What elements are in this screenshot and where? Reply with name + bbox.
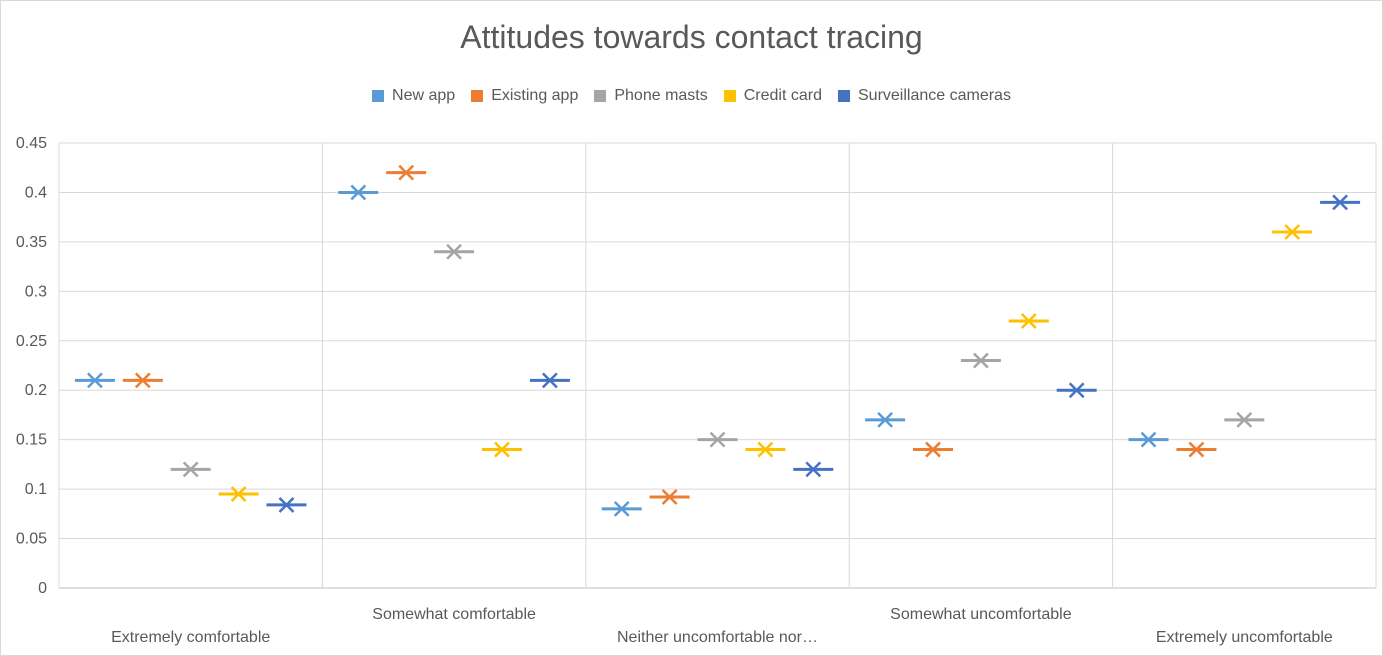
data-point — [266, 497, 307, 513]
data-point — [122, 372, 163, 389]
data-point — [601, 501, 642, 517]
data-point — [1176, 441, 1217, 458]
legend-swatch — [372, 90, 385, 102]
chart-title: Attitudes towards contact tracing — [460, 19, 923, 55]
point-x-stroke — [1140, 431, 1157, 448]
x-category-label: Neither uncomfortable nor… — [617, 629, 818, 646]
point-x-stroke — [446, 243, 462, 260]
legend-label: Phone masts — [614, 87, 708, 104]
data-point — [1272, 224, 1313, 240]
legend-label: New app — [392, 87, 456, 104]
point-x-stroke — [1236, 412, 1253, 428]
point-x-stroke — [925, 441, 941, 458]
point-x-stroke — [613, 501, 630, 517]
data-point — [338, 184, 379, 201]
y-tick-label: 0.2 — [25, 382, 47, 399]
point-x-stroke — [877, 412, 894, 428]
data-point — [1320, 194, 1361, 211]
legend: New app Existing app Phone masts Credit car… — [1, 87, 1382, 105]
data-point — [960, 352, 1001, 369]
legend-swatch — [594, 90, 607, 102]
data-point — [74, 372, 115, 389]
legend-item: Surveillance cameras — [838, 87, 1011, 105]
point-x-stroke — [1332, 194, 1348, 211]
point-x-stroke — [1188, 441, 1205, 458]
legend-swatch — [838, 90, 850, 102]
point-x-stroke — [1068, 382, 1085, 399]
point-x-stroke — [87, 372, 103, 389]
point-x-stroke — [230, 486, 247, 502]
point-x-stroke — [182, 461, 199, 478]
point-x-stroke — [1020, 313, 1037, 329]
legend-item: New app — [372, 87, 455, 105]
legend-item: Credit card — [723, 87, 822, 105]
data-point — [1008, 313, 1049, 329]
y-tick-label: 0.05 — [16, 531, 47, 548]
point-x-stroke — [661, 489, 678, 505]
data-point — [1056, 382, 1097, 399]
x-category-label: Somewhat uncomfortable — [890, 606, 1072, 623]
point-x-stroke — [398, 164, 415, 181]
y-tick-label: 0.1 — [25, 481, 47, 498]
point-x-stroke — [757, 441, 774, 458]
legend-label: Credit card — [743, 87, 822, 104]
y-tick-label: 0 — [38, 580, 47, 597]
point-x-stroke — [709, 431, 726, 448]
point-x-stroke — [973, 352, 989, 369]
point-x-stroke — [278, 497, 295, 513]
point-x-stroke — [1284, 224, 1301, 240]
y-tick-label: 0.3 — [25, 283, 47, 300]
data-point — [913, 441, 954, 458]
y-tick-label: 0.25 — [16, 333, 47, 350]
legend-label: Surveillance cameras — [858, 87, 1011, 104]
data-point — [386, 164, 427, 181]
data-point — [1128, 431, 1169, 448]
x-category-label: Somewhat comfortable — [372, 606, 536, 623]
y-tick-label: 0.45 — [16, 135, 47, 152]
data-point — [745, 441, 786, 458]
y-tick-label: 0.4 — [25, 184, 47, 201]
data-point — [529, 372, 570, 389]
x-category-label: Extremely uncomfortable — [1156, 629, 1333, 646]
point-x-stroke — [805, 461, 822, 478]
data-point — [865, 412, 906, 428]
legend-swatch — [723, 90, 736, 102]
y-tick-label: 0.15 — [16, 432, 47, 449]
point-x-stroke — [494, 441, 510, 458]
point-x-stroke — [541, 372, 558, 389]
x-category-label: Extremely comfortable — [111, 629, 270, 646]
data-point — [170, 461, 211, 478]
data-point — [793, 461, 834, 478]
data-point — [218, 486, 259, 502]
y-tick-label: 0.35 — [16, 234, 47, 251]
legend-item: Phone masts — [594, 87, 708, 105]
data-point — [434, 243, 475, 260]
data-point — [481, 441, 522, 458]
legend-swatch — [471, 90, 484, 102]
data-point — [1224, 412, 1265, 428]
data-point — [649, 489, 690, 505]
legend-label: Existing app — [491, 87, 579, 104]
point-x-stroke — [350, 184, 367, 201]
legend-item: Existing app — [471, 87, 578, 105]
data-point — [697, 431, 738, 448]
point-x-stroke — [134, 372, 151, 389]
